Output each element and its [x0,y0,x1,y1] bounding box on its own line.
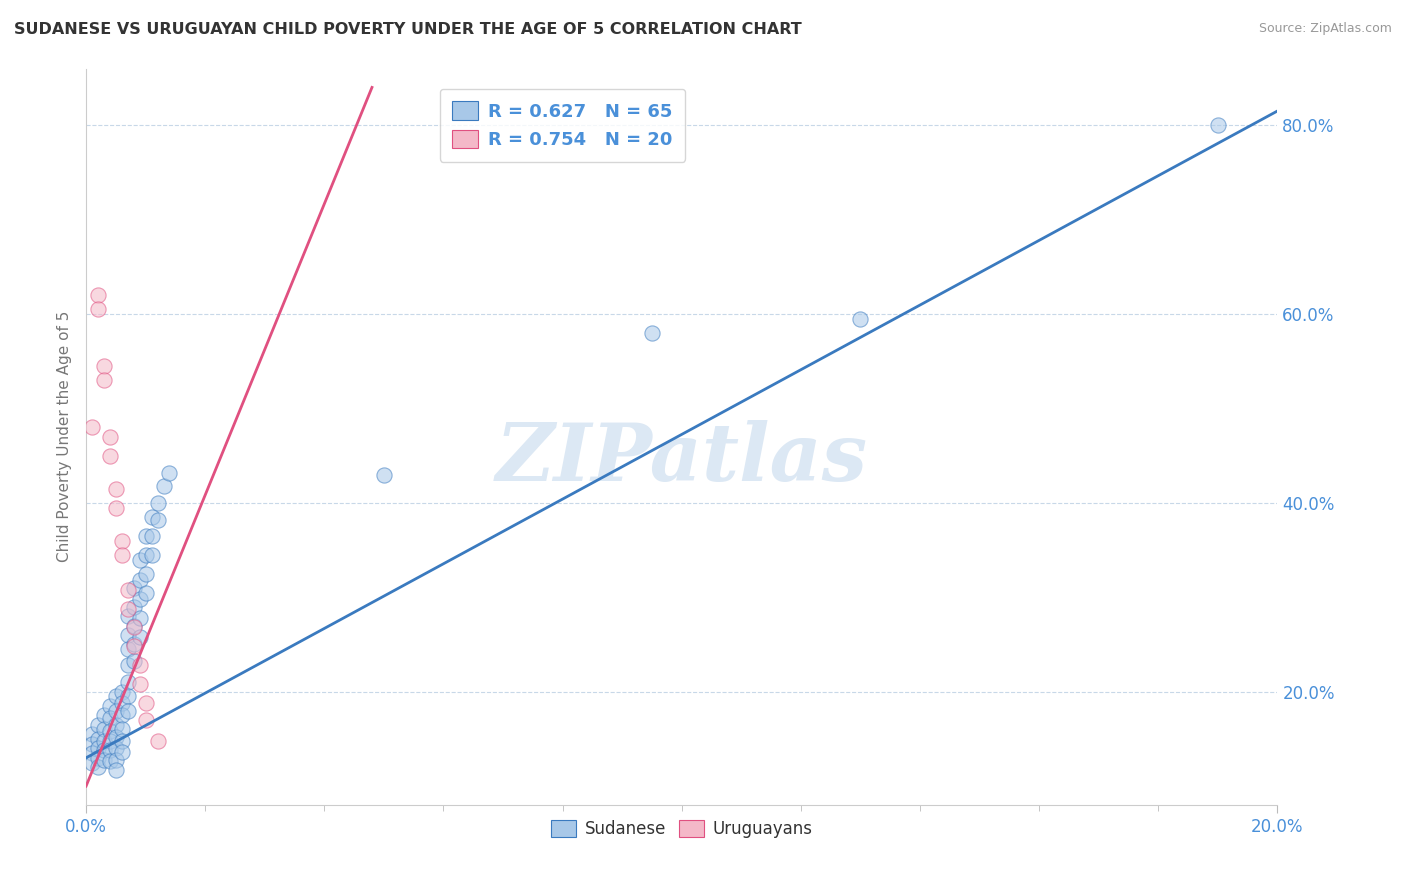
Point [135,548,157,562]
Point [135,696,157,710]
Point [146,496,169,510]
Point [87,760,110,774]
Point [87,751,110,765]
Point [111,548,134,562]
Point [122,620,145,634]
Point [111,723,134,737]
Point [104,718,127,732]
Point [98,711,121,725]
Point [111,684,134,698]
Point [117,642,139,657]
Point [128,630,150,644]
Point [80,737,103,751]
Point [87,741,110,756]
Text: SUDANESE VS URUGUAYAN CHILD POVERTY UNDER THE AGE OF 5 CORRELATION CHART: SUDANESE VS URUGUAYAN CHILD POVERTY UNDE… [14,22,801,37]
Point [135,713,157,727]
Point [849,311,872,326]
Point [80,756,103,770]
Point [1206,118,1229,132]
Point [141,529,163,543]
Point [146,513,169,527]
Point [104,482,127,496]
Legend: Sudanese, Uruguayans: Sudanese, Uruguayans [544,813,820,845]
Point [117,704,139,718]
Point [373,467,395,482]
Point [135,566,157,581]
Point [117,609,139,624]
Point [641,326,664,340]
Point [111,708,134,723]
Point [98,698,121,713]
Point [104,730,127,744]
Point [146,733,169,747]
Point [87,302,110,317]
Point [111,733,134,747]
Point [117,582,139,597]
Text: Source: ZipAtlas.com: Source: ZipAtlas.com [1258,22,1392,36]
Point [128,677,150,691]
Point [117,690,139,704]
Point [98,449,121,463]
Point [80,746,103,760]
Point [93,753,115,767]
Point [80,727,103,741]
Point [122,638,145,652]
Point [117,601,139,615]
Point [98,724,121,739]
Point [117,675,139,690]
Y-axis label: Child Poverty Under the Age of 5: Child Poverty Under the Age of 5 [58,311,72,563]
Point [98,743,121,757]
Point [128,611,150,625]
Point [159,466,181,480]
Point [104,704,127,718]
Point [128,658,150,673]
Point [93,743,115,757]
Point [98,430,121,444]
Point [98,754,121,768]
Point [128,574,150,588]
Point [111,533,134,548]
Point [128,592,150,607]
Point [80,420,103,434]
Point [87,288,110,302]
Point [122,581,145,595]
Point [128,552,150,566]
Point [111,745,134,759]
Point [93,708,115,723]
Point [122,599,145,614]
Point [87,731,110,746]
Point [93,359,115,373]
Point [98,733,121,747]
Point [117,658,139,673]
Point [104,690,127,704]
Point [135,529,157,543]
Point [87,718,110,732]
Point [111,696,134,710]
Point [93,733,115,747]
Point [104,753,127,767]
Point [104,741,127,756]
Point [93,373,115,387]
Point [117,628,139,642]
Point [122,618,145,632]
Point [152,479,174,493]
Point [104,500,127,515]
Point [135,585,157,599]
Point [122,655,145,669]
Point [141,548,163,562]
Point [122,640,145,654]
Point [104,763,127,777]
Point [141,510,163,524]
Text: ZIPatlas: ZIPatlas [496,420,868,498]
Point [93,723,115,737]
